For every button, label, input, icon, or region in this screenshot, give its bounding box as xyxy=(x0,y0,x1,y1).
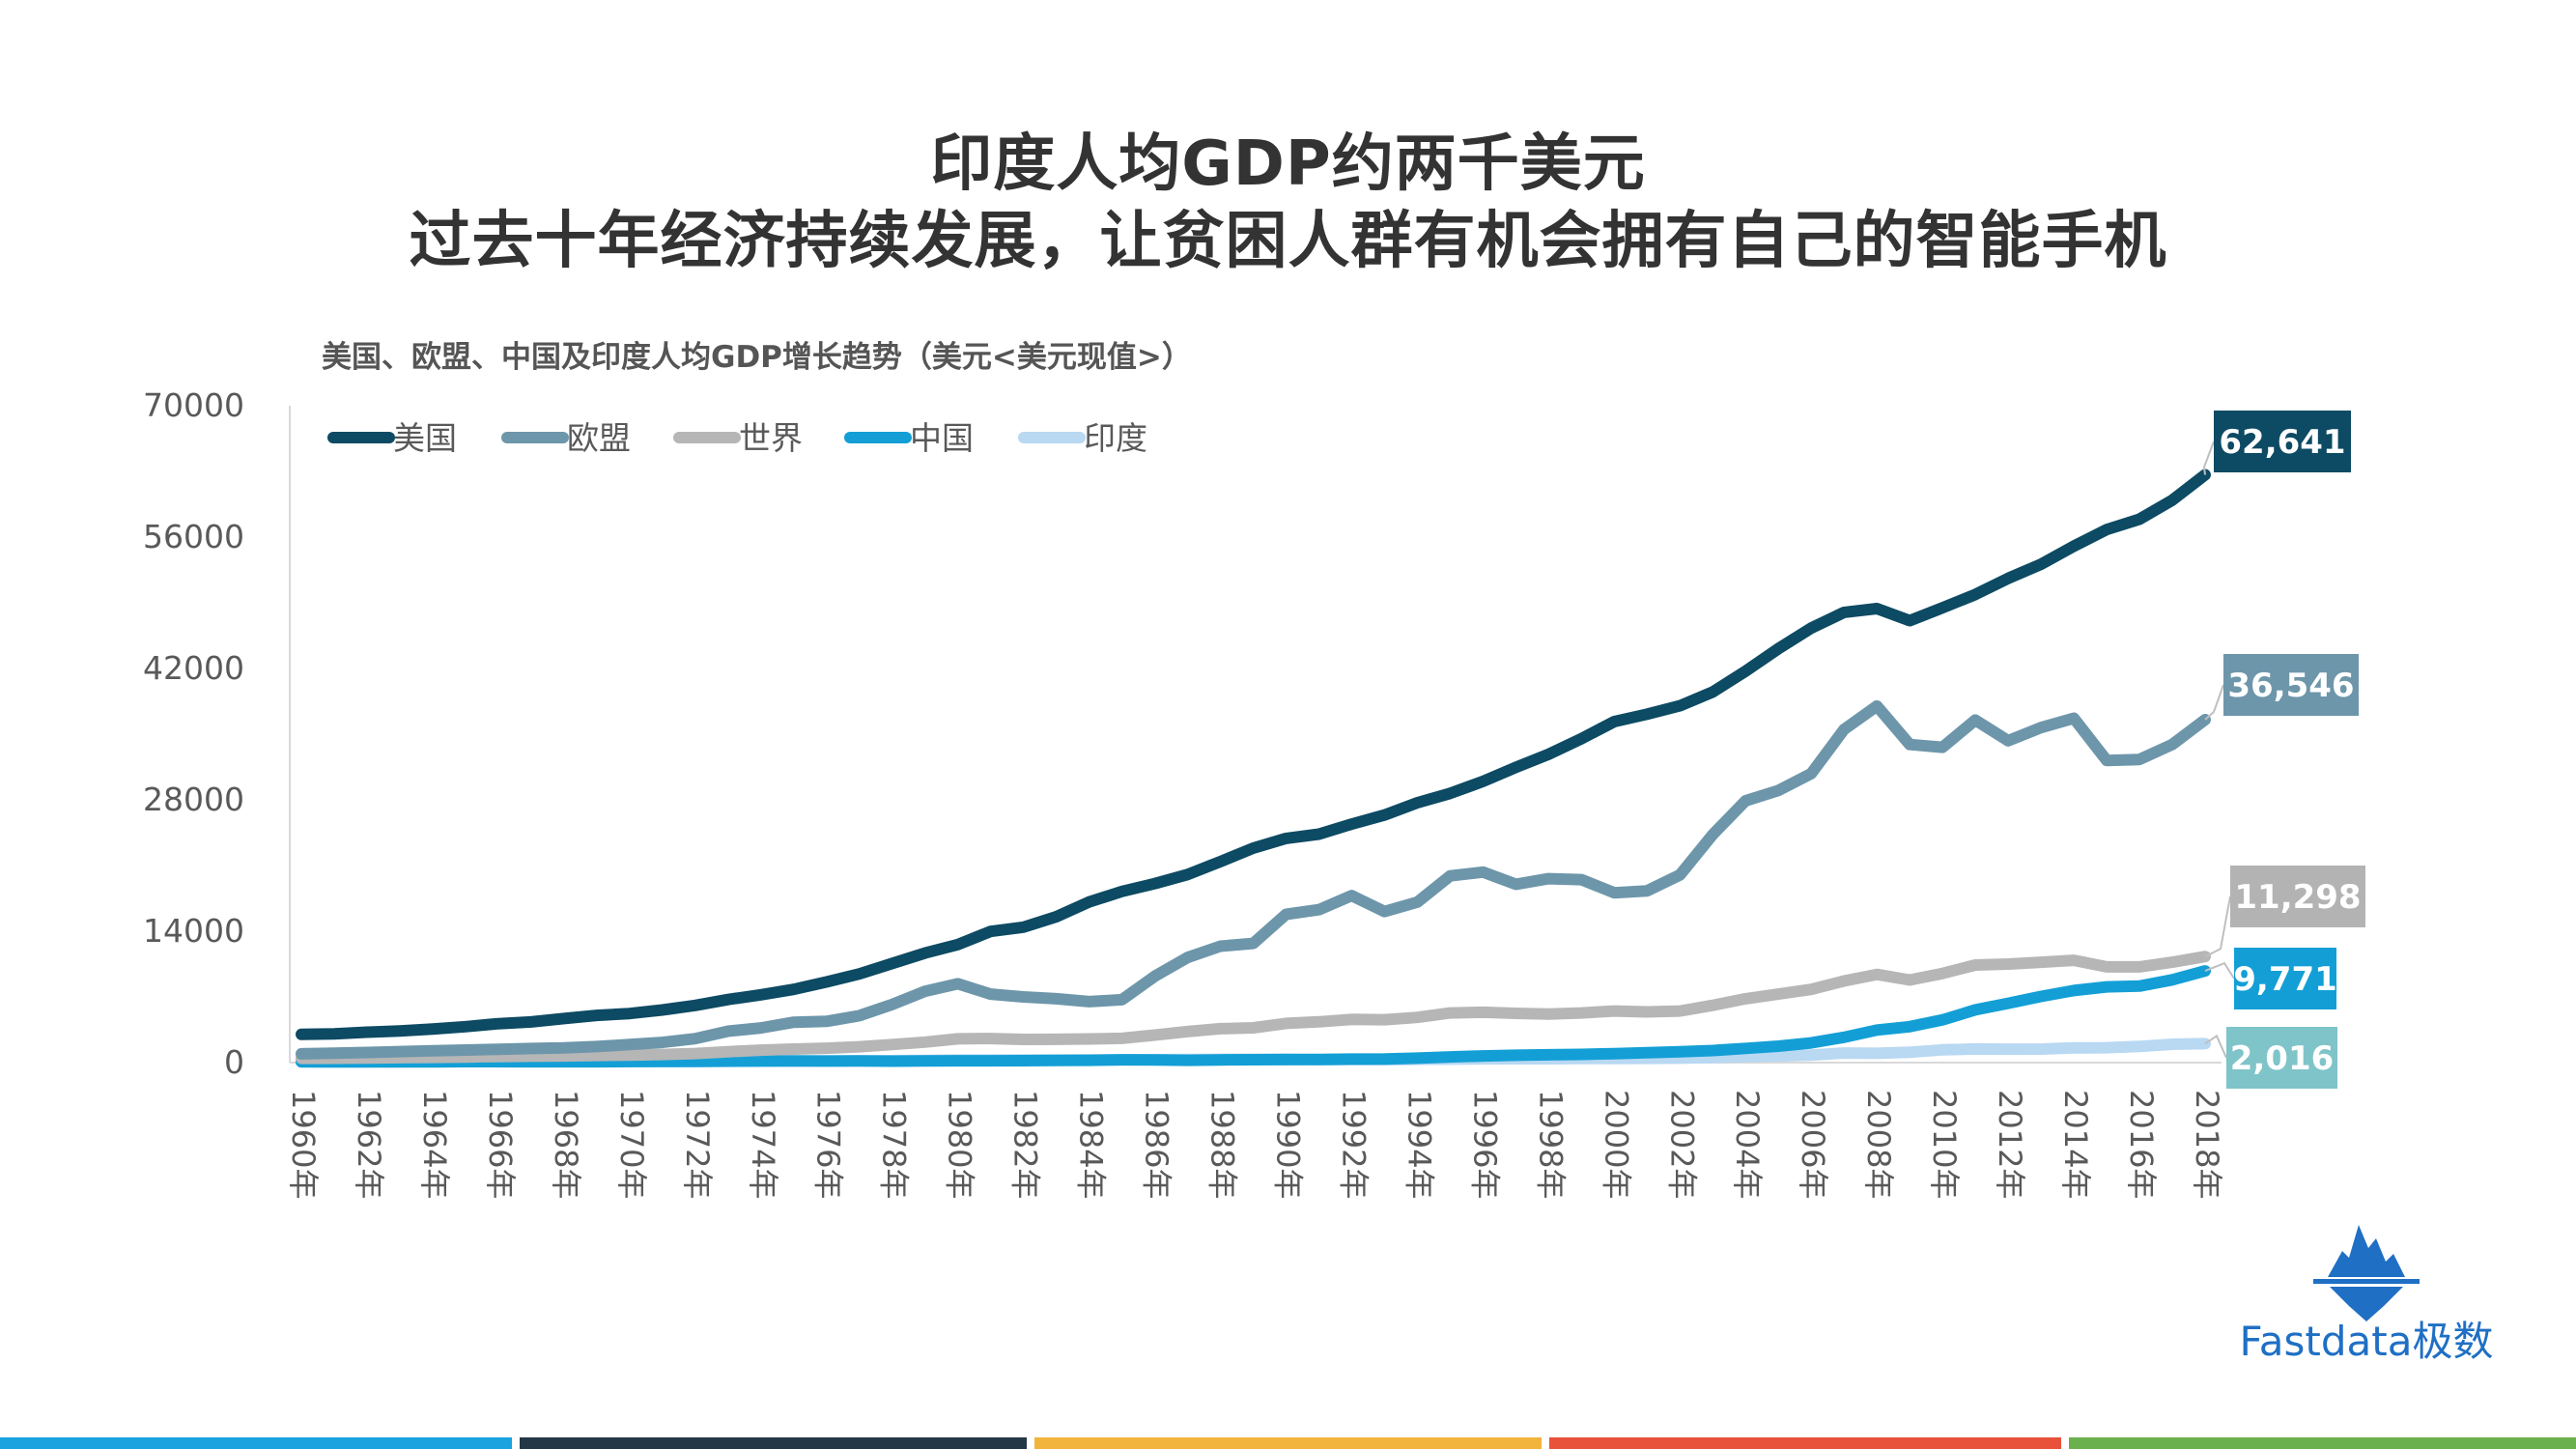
x-tick-label: 1978年 xyxy=(876,1090,913,1199)
x-tick-label: 2004年 xyxy=(1729,1090,1766,1199)
end-label-box-3 xyxy=(2234,948,2336,1009)
x-tick-label: 1966年 xyxy=(482,1090,519,1199)
x-tick-label: 2014年 xyxy=(2057,1090,2094,1199)
end-label-leader-2 xyxy=(2204,895,2231,958)
legend-label-1: 欧盟 xyxy=(567,419,631,457)
legend-label-4: 印度 xyxy=(1084,419,1147,457)
footer-bar-green xyxy=(2069,1437,2576,1449)
end-label-box-4 xyxy=(2226,1027,2337,1089)
end-label-3: 9,771 xyxy=(2233,960,2337,999)
x-tick-label: 1990年 xyxy=(1269,1090,1306,1199)
series-line-2 xyxy=(296,951,2211,1065)
end-label-box-1 xyxy=(2223,654,2359,716)
y-tick-label: 42000 xyxy=(143,649,244,687)
end-label-box-0 xyxy=(2214,411,2351,472)
end-label-leader-1 xyxy=(2204,684,2224,721)
x-tick-label: 1964年 xyxy=(416,1090,453,1199)
x-tick-label: 1996年 xyxy=(1466,1090,1503,1199)
chart-title: 美国、欧盟、中国及印度人均GDP增长趋势（美元<美元现值>） xyxy=(322,340,1192,375)
end-label-2: 11,298 xyxy=(2234,878,2361,917)
series-line-1 xyxy=(296,699,2211,1060)
x-tick-label: 1986年 xyxy=(1139,1090,1175,1199)
series-line-3 xyxy=(296,965,2211,1068)
end-label-leader-3 xyxy=(2204,961,2235,980)
end-label-4: 2,016 xyxy=(2230,1039,2335,1078)
legend-label-3: 中国 xyxy=(910,419,974,457)
x-tick-label: 1982年 xyxy=(1007,1090,1044,1199)
iceberg-logo-icon xyxy=(2313,1225,2420,1321)
page-title: 印度人均GDP约两千美元 xyxy=(930,128,1646,200)
x-tick-label: 1974年 xyxy=(745,1090,781,1199)
x-tick-label: 1988年 xyxy=(1204,1090,1241,1199)
x-tick-label: 2012年 xyxy=(1992,1090,2028,1199)
end-label-leader-4 xyxy=(2204,1034,2227,1059)
x-tick-label: 1960年 xyxy=(285,1090,322,1199)
x-tick-label: 1968年 xyxy=(548,1090,584,1199)
end-label-0: 62,641 xyxy=(2219,423,2345,462)
y-tick-label: 70000 xyxy=(143,386,244,424)
brand-logo-text: Fastdata极数 xyxy=(2239,1318,2494,1365)
x-tick-label: 1970年 xyxy=(613,1090,650,1199)
footer-bar-red xyxy=(1549,1437,2061,1449)
y-tick-label: 0 xyxy=(224,1043,244,1081)
x-tick-label: 2000年 xyxy=(1598,1090,1634,1199)
x-tick-label: 2010年 xyxy=(1926,1090,1963,1199)
y-tick-label: 28000 xyxy=(143,781,244,818)
series-line-0 xyxy=(296,469,2211,1040)
x-tick-label: 2016年 xyxy=(2123,1090,2160,1199)
x-tick-label: 1976年 xyxy=(810,1090,847,1199)
x-tick-label: 2018年 xyxy=(2189,1090,2225,1199)
x-tick-label: 1984年 xyxy=(1073,1090,1110,1199)
x-tick-label: 2008年 xyxy=(1860,1090,1897,1199)
end-label-1: 36,546 xyxy=(2227,667,2354,705)
x-tick-label: 1998年 xyxy=(1532,1090,1569,1199)
end-label-leader-0 xyxy=(2202,440,2215,475)
x-tick-label: 1980年 xyxy=(942,1090,978,1199)
legend-label-2: 世界 xyxy=(739,419,803,457)
footer-bar-blue xyxy=(0,1437,512,1449)
x-tick-label: 1992年 xyxy=(1335,1090,1372,1199)
y-tick-label: 14000 xyxy=(143,912,244,950)
x-tick-label: 1972年 xyxy=(679,1090,716,1199)
footer-bar-yellow xyxy=(1034,1437,1542,1449)
y-tick-label: 56000 xyxy=(143,518,244,555)
legend-label-0: 美国 xyxy=(393,419,457,457)
x-tick-label: 1994年 xyxy=(1401,1090,1437,1199)
x-tick-label: 1962年 xyxy=(351,1090,387,1199)
footer-bar-navy xyxy=(520,1437,1027,1449)
x-tick-label: 2006年 xyxy=(1795,1090,1831,1199)
x-tick-label: 2002年 xyxy=(1663,1090,1700,1199)
page-subtitle: 过去十年经济持续发展，让贫困人群有机会拥有自己的智能手机 xyxy=(409,206,2167,277)
end-label-box-2 xyxy=(2230,866,2365,927)
